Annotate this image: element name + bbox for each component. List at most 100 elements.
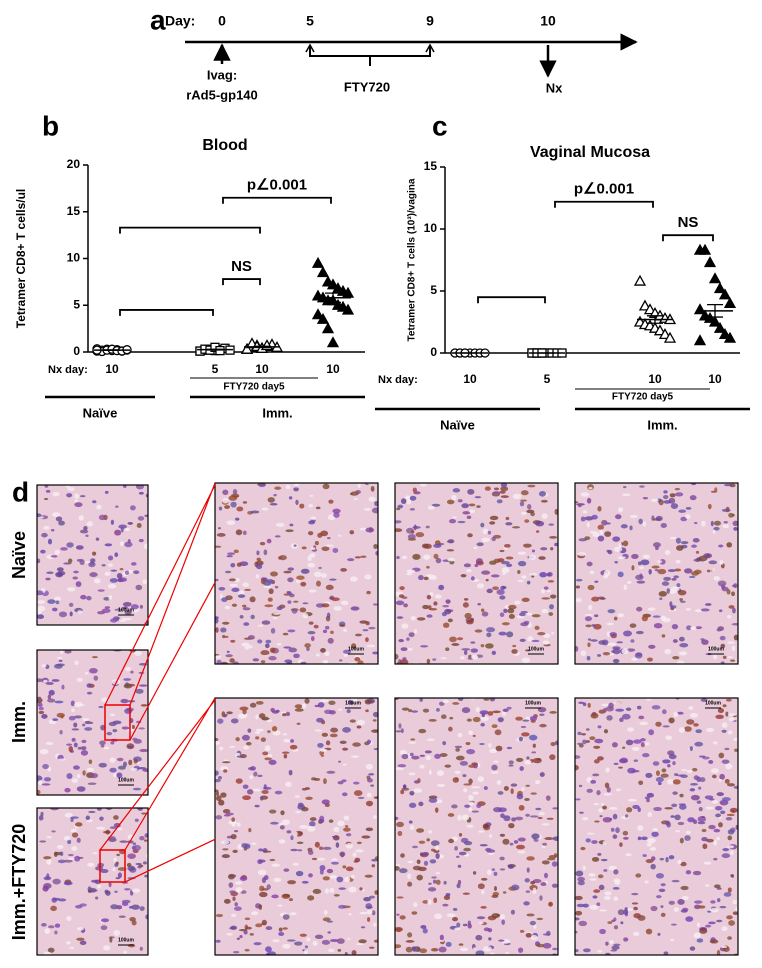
cell (313, 624, 319, 629)
cell (89, 572, 98, 578)
fty-label: FTY720 (344, 79, 390, 94)
y-tick-label: 20 (67, 157, 81, 171)
cell (76, 837, 81, 843)
cell (133, 758, 138, 764)
cell (215, 789, 219, 793)
cell (501, 561, 510, 565)
cell (520, 622, 529, 627)
cell (321, 603, 330, 608)
cell (717, 708, 725, 714)
cell (695, 729, 703, 734)
cell (332, 548, 339, 554)
cell (371, 864, 376, 868)
cell (219, 593, 223, 600)
cell (701, 520, 706, 527)
cell (668, 900, 675, 905)
cell (252, 788, 261, 792)
cell (523, 901, 530, 906)
cell (252, 658, 260, 662)
cell (128, 683, 136, 687)
cell (690, 626, 697, 630)
cell (241, 843, 248, 849)
y-axis-label: Tetramer CD8+ T cells (10³)/vagina (407, 178, 418, 341)
y-tick-label: 15 (424, 159, 438, 173)
cell (671, 879, 680, 883)
cell (716, 792, 724, 797)
cell (726, 813, 735, 817)
cell (322, 659, 329, 664)
cell (226, 554, 233, 558)
cell (625, 707, 632, 711)
cell (215, 578, 219, 582)
cell (529, 815, 539, 818)
cell (239, 614, 244, 619)
cell (37, 513, 42, 518)
cell (538, 812, 545, 816)
cell (476, 542, 484, 547)
cell (128, 569, 133, 574)
cell (731, 510, 738, 515)
cell (721, 926, 728, 932)
cell (356, 719, 366, 726)
cell (397, 504, 404, 509)
cell (632, 931, 640, 937)
cell (433, 543, 442, 548)
cell (287, 880, 297, 885)
cell (680, 909, 688, 913)
cell (679, 642, 689, 648)
cell (54, 923, 61, 928)
cell (364, 574, 372, 580)
cell (432, 658, 437, 661)
cell (549, 754, 556, 761)
cell (665, 856, 669, 863)
cell (451, 643, 460, 646)
cell (131, 724, 135, 730)
cell (356, 725, 362, 729)
cell (674, 814, 681, 821)
cell (520, 490, 529, 496)
cell (694, 609, 702, 613)
cell (418, 728, 427, 734)
panel-letter: d (12, 476, 29, 507)
cell (345, 825, 349, 828)
fty-arrowheads (305, 43, 435, 53)
cell (468, 801, 474, 806)
cell (669, 601, 673, 607)
significance-bracket (119, 226, 261, 234)
cell (606, 622, 614, 626)
cell (509, 842, 514, 846)
cell (234, 830, 239, 833)
cell (58, 898, 67, 902)
cell (47, 599, 56, 604)
cell (92, 852, 98, 855)
cell (708, 760, 714, 764)
cell (127, 943, 136, 948)
cell (442, 903, 449, 907)
cell (532, 743, 536, 748)
cell (584, 613, 593, 616)
nx-label: Nx (546, 80, 563, 95)
cell (371, 507, 378, 514)
cell (395, 816, 399, 821)
cell (439, 939, 445, 942)
cell (468, 654, 472, 659)
cell (88, 561, 96, 568)
cell (259, 891, 268, 898)
cell (395, 866, 400, 871)
cell (713, 576, 720, 581)
cell (549, 711, 557, 714)
cell (585, 728, 590, 731)
cell (235, 887, 243, 893)
cell (108, 881, 112, 888)
cell (132, 787, 142, 791)
cell (46, 571, 54, 574)
cell (216, 659, 222, 664)
cell (400, 789, 405, 795)
cell (337, 534, 342, 537)
cell (347, 558, 355, 562)
zoom-box (104, 704, 131, 741)
cell (124, 570, 130, 575)
cell (474, 563, 479, 568)
cell (72, 576, 78, 580)
cell (575, 764, 579, 771)
